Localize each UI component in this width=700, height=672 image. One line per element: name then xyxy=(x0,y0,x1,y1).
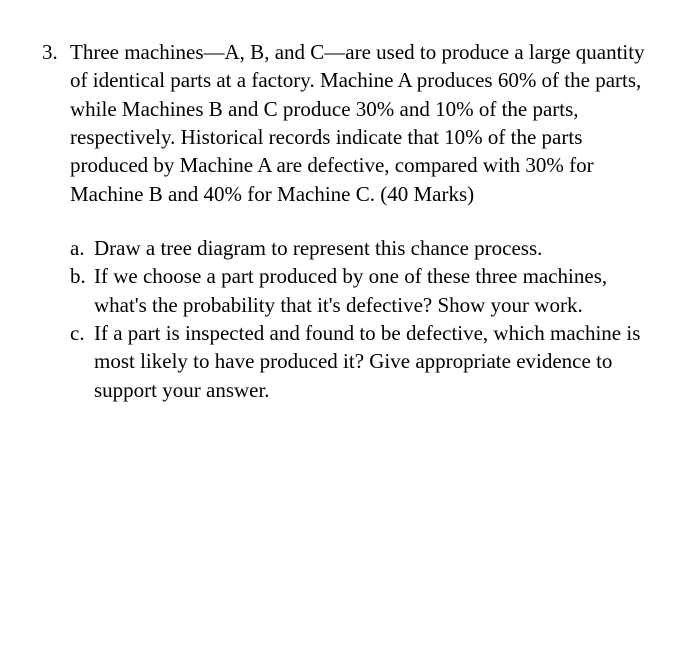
subpart-b: b. If we choose a part produced by one o… xyxy=(70,262,658,319)
subpart-text: If a part is inspected and found to be d… xyxy=(94,319,658,404)
subparts-list: a. Draw a tree diagram to represent this… xyxy=(70,234,658,404)
subpart-a: a. Draw a tree diagram to represent this… xyxy=(70,234,658,262)
subpart-letter: b. xyxy=(70,262,94,319)
question-body: Three machines—A, B, and C—are used to p… xyxy=(70,38,658,404)
question-main-text: Three machines—A, B, and C—are used to p… xyxy=(70,38,658,208)
subpart-letter: c. xyxy=(70,319,94,404)
question-block: 3. Three machines—A, B, and C—are used t… xyxy=(42,38,658,404)
question-number: 3. xyxy=(42,38,70,404)
subpart-c: c. If a part is inspected and found to b… xyxy=(70,319,658,404)
subpart-text: If we choose a part produced by one of t… xyxy=(94,262,658,319)
subpart-letter: a. xyxy=(70,234,94,262)
subpart-text: Draw a tree diagram to represent this ch… xyxy=(94,234,658,262)
